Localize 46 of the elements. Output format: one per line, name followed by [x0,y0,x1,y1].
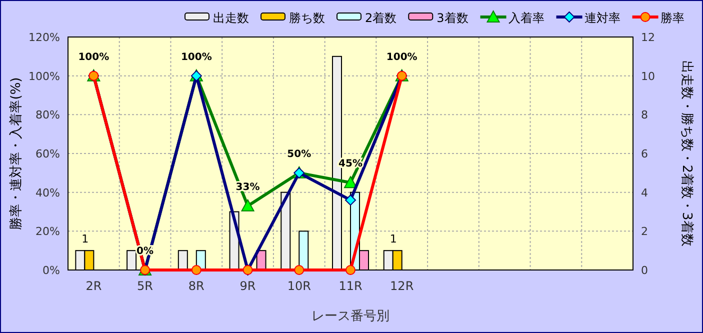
bar [298,230,309,270]
x-tick-label: 2R [86,279,102,293]
y-tick-label: 100% [28,70,60,83]
y-tick-label: 0% [42,264,60,277]
y2-tick-label: 12 [641,31,655,44]
point [344,176,357,188]
data-label: 1 [390,232,397,246]
legend-label: 2着数 [365,11,397,25]
x-tick-label: 8R [188,279,204,293]
y2-tick-label: 8 [641,108,648,122]
data-label: 50% [287,148,312,160]
bar [178,250,188,270]
x-tick-label: 11R [338,279,362,293]
legend-label: 出走数 [213,11,249,25]
y-tick-label: 40% [36,186,60,200]
y2-tick-label: 2 [641,225,648,238]
y-tick-label: 80% [36,108,60,122]
y2-tick-label: 10 [641,70,655,83]
legend-label: 入着率 [508,11,544,25]
data-label: 1 [82,232,89,246]
y2-tick-label: 4 [641,186,648,200]
point [191,265,202,275]
legend-label: 勝率 [660,11,684,25]
point [241,199,254,212]
x-tick-label: 5R [137,279,154,293]
x-tick-label: 12R [390,279,414,293]
bar [280,192,291,270]
y2-tick-label: 0 [641,264,648,277]
y-axis-title: 勝率・連対率・入着率(%) [8,77,24,230]
y2-tick-label: 6 [641,148,648,160]
legend-label: 3着数 [436,11,468,25]
legend-label: 連対率 [584,11,620,25]
x-tick-label: 9R [240,279,256,293]
data-label: 100% [180,52,212,63]
y-tick-label: 20% [36,225,60,238]
legend-label: 勝ち数 [289,11,325,25]
y2-axis-title: 出走数・勝ち数・2着数・3着数 [679,60,695,246]
x-axis-title: レース番号別 [312,309,390,324]
y-tick-label: 120% [28,31,60,44]
data-label: 100% [386,52,418,63]
y-tick-label: 60% [36,148,60,160]
data-label: 100% [78,52,110,63]
point [294,265,304,275]
point [346,265,356,275]
point [345,194,356,206]
x-tick-label: 10R [287,279,311,293]
